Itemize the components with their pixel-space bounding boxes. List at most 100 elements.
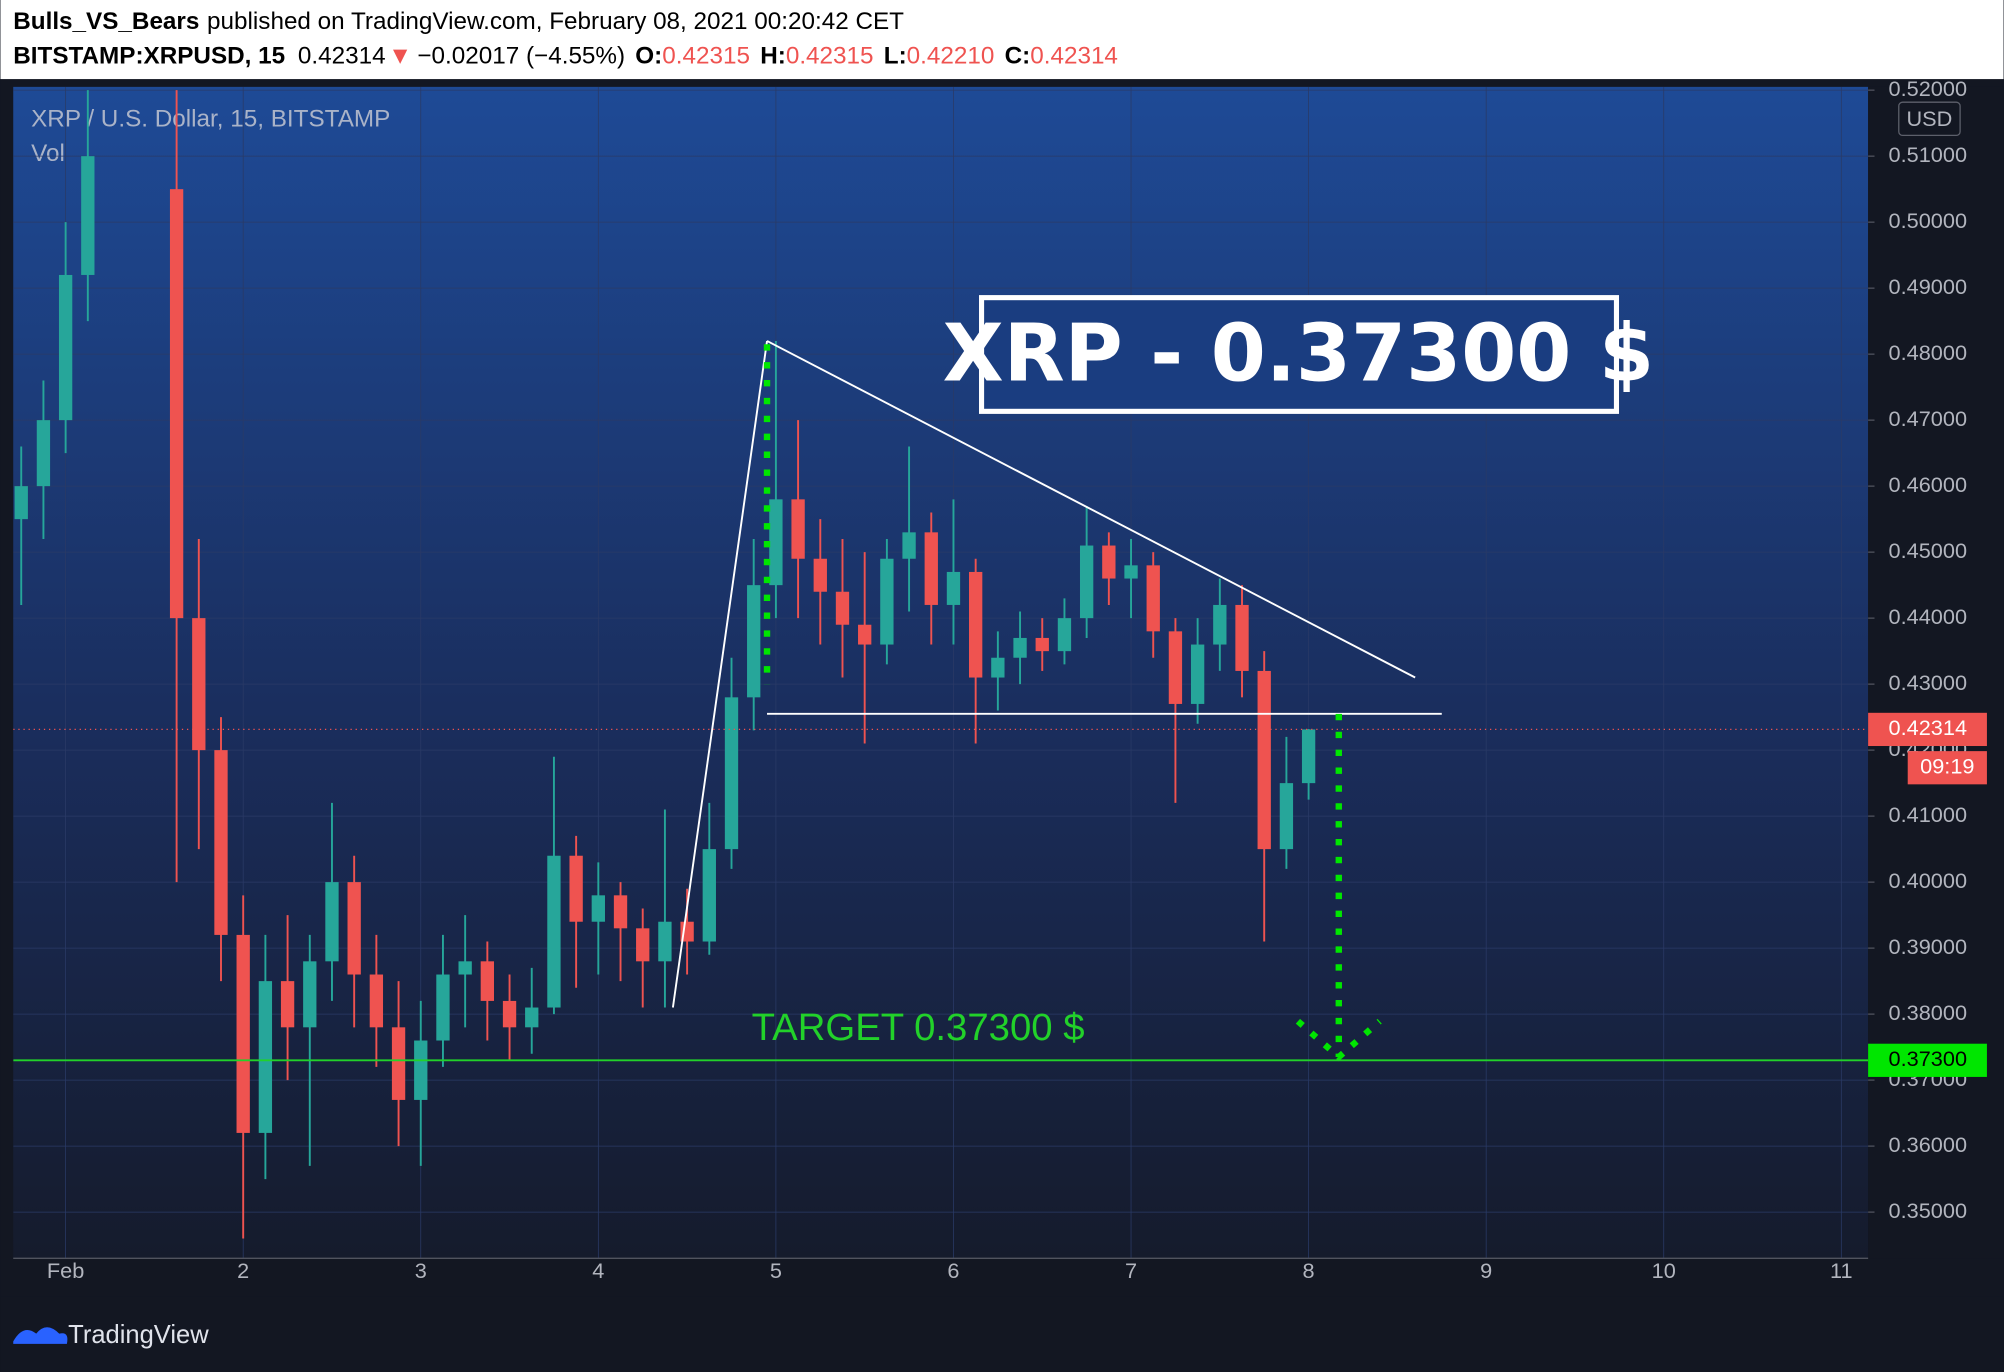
header-line: Bulls_VS_Bears published on TradingView.c…: [13, 8, 904, 35]
candle-body: [1102, 545, 1116, 579]
c: 0.42314: [1030, 43, 1118, 70]
candle-body: [81, 156, 95, 275]
chart-title: XRP / U.S. Dollar, 15, BITSTAMP: [31, 105, 390, 132]
candle-body: [1124, 565, 1138, 579]
candle-body: [214, 750, 228, 935]
x-tick-label: Feb: [47, 1258, 84, 1283]
candle-body: [1301, 729, 1316, 784]
x-tick-label: 7: [1125, 1258, 1137, 1283]
candle-body: [192, 618, 206, 751]
candle-body: [502, 1000, 517, 1028]
x-tick-label: 10: [1652, 1258, 1676, 1283]
plot-bg: [13, 86, 1869, 1259]
candle-body: [1190, 644, 1205, 704]
candle-body: [658, 921, 672, 962]
candle-body: [36, 420, 51, 487]
target-text: TARGET 0.37300 $: [752, 1006, 1085, 1049]
candle-body: [791, 499, 805, 559]
candle-body: [991, 657, 1005, 678]
candle-body: [458, 961, 472, 975]
candle-body: [591, 895, 605, 922]
y-tick-label: 0.49000: [1889, 274, 1967, 299]
candle-body: [1279, 783, 1294, 850]
trendline: [766, 340, 1416, 679]
candle-body: [303, 961, 317, 1028]
quote-line: BITSTAMP:XRPUSD, 15 0.42314 ▼ −0.02017 (−4.…: [13, 43, 1118, 70]
countdown-box: [1907, 751, 1987, 785]
last: 0.42314: [298, 43, 386, 70]
x-tick-label: 6: [947, 1258, 959, 1283]
logo[interactable]: [13, 1327, 68, 1344]
candle-body: [547, 855, 561, 1008]
y-tick-label: 0.39000: [1889, 934, 1967, 959]
candle-body: [369, 974, 384, 1028]
candle-body: [1213, 604, 1227, 645]
candle-body: [258, 981, 273, 1133]
annotation: XRP - 0.37300 $: [943, 306, 1654, 399]
footer: [0, 1296, 2004, 1372]
candle-body: [858, 624, 872, 645]
symbol: BITSTAMP:XRPUSD, 15: [13, 43, 285, 70]
candle-body: [969, 571, 983, 678]
candle-body: [436, 974, 450, 1041]
candle-body: [14, 486, 28, 520]
x-tick-label: 4: [592, 1258, 604, 1283]
y-tick-label: 0.52000: [1889, 76, 1967, 101]
y-tick-label: 0.45000: [1889, 538, 1967, 563]
x-tick-label: 8: [1303, 1258, 1315, 1283]
currency-box[interactable]: [1898, 101, 1961, 137]
candle-body: [236, 934, 250, 1133]
candle-body: [1057, 618, 1072, 652]
plot: [13, 86, 1869, 1259]
x-tick-label: 11: [1830, 1258, 1853, 1283]
candle-body: [480, 961, 495, 1001]
candle-body: [569, 855, 583, 922]
arrow-head: [1295, 1018, 1382, 1062]
candle-body: [747, 585, 761, 698]
last-price-label: 0.42314: [1889, 715, 1967, 740]
publisher: Bulls_VS_Bears: [13, 8, 199, 35]
o: 0.42315: [662, 43, 750, 70]
candle-body: [902, 532, 916, 559]
candle-body: [58, 274, 73, 421]
candle-body: [924, 532, 938, 605]
candle-body: [813, 558, 827, 592]
candle-body: [280, 981, 295, 1028]
candle-body: [702, 849, 716, 942]
candle-body: [1257, 670, 1271, 850]
y-tick-label: 0.48000: [1889, 340, 1967, 365]
candle-body: [347, 882, 361, 975]
y-tick-label: 0.50000: [1889, 208, 1967, 233]
candle-body: [724, 697, 739, 850]
candle-body: [525, 1007, 539, 1028]
candle-body: [325, 882, 339, 962]
y-tick-label: 0.43000: [1889, 670, 1967, 695]
last-price-box: [1868, 712, 1987, 747]
annotation-box: [979, 295, 1620, 414]
y-tick-label: 0.35000: [1889, 1198, 1967, 1223]
y-tick-label: 0.47000: [1889, 406, 1967, 431]
x-tick-label: 9: [1480, 1258, 1492, 1283]
candle-body: [169, 189, 184, 619]
brand[interactable]: TradingView: [68, 1321, 209, 1349]
x-tick-label: 5: [770, 1258, 782, 1283]
published: published on TradingView.com, February 0…: [207, 8, 904, 35]
l-label: L:: [884, 43, 907, 70]
trendline: [671, 340, 768, 1008]
candle-body: [414, 1040, 428, 1100]
currency[interactable]: USD: [1907, 106, 1953, 131]
volume-label: Vol: [31, 140, 65, 167]
candle-body: [1035, 637, 1049, 652]
header-bg: [0, 0, 2004, 80]
target-box: [1868, 1043, 1987, 1077]
candle-body: [636, 928, 650, 962]
candle-body: [1235, 604, 1249, 671]
y-tick-label: 0.38000: [1889, 1000, 1967, 1025]
y-tick-label: 0.44000: [1889, 604, 1967, 629]
c-label: C:: [1005, 43, 1031, 70]
y-tick-label: 0.41000: [1889, 802, 1967, 827]
y-tick-label: 0.51000: [1889, 142, 1967, 167]
candle-body: [1013, 637, 1027, 658]
